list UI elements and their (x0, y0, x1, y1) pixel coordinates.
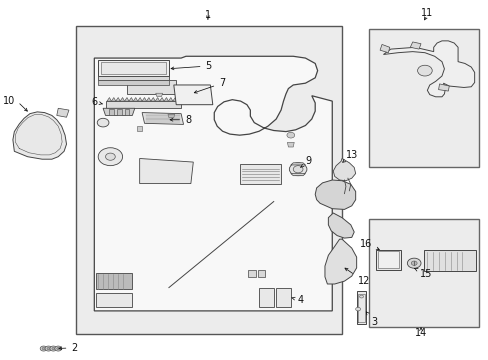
Circle shape (50, 346, 57, 351)
Polygon shape (168, 98, 172, 101)
Bar (368, 30, 478, 167)
Polygon shape (129, 98, 133, 101)
Polygon shape (111, 98, 116, 101)
Text: 16: 16 (359, 239, 379, 250)
Text: 14: 14 (414, 328, 426, 338)
Polygon shape (94, 56, 331, 311)
Polygon shape (328, 213, 353, 238)
Polygon shape (248, 270, 256, 277)
Polygon shape (259, 288, 273, 307)
Circle shape (286, 132, 294, 138)
Text: 10: 10 (2, 96, 15, 106)
Polygon shape (98, 80, 168, 85)
Circle shape (98, 148, 122, 166)
Polygon shape (172, 98, 177, 101)
Polygon shape (137, 126, 142, 131)
Polygon shape (96, 293, 132, 307)
Text: 9: 9 (300, 156, 311, 167)
Polygon shape (146, 98, 151, 101)
Polygon shape (377, 251, 398, 268)
Polygon shape (117, 109, 122, 115)
Polygon shape (239, 164, 281, 184)
Polygon shape (155, 98, 159, 101)
Circle shape (293, 166, 303, 173)
Polygon shape (57, 108, 69, 117)
Polygon shape (156, 93, 162, 96)
Text: 1: 1 (204, 10, 210, 20)
Polygon shape (332, 158, 355, 181)
Polygon shape (13, 112, 66, 159)
Polygon shape (290, 163, 305, 165)
Text: 3: 3 (366, 312, 377, 327)
Text: 4: 4 (291, 295, 303, 305)
Polygon shape (142, 98, 146, 101)
Polygon shape (138, 98, 142, 101)
Circle shape (359, 295, 363, 298)
Polygon shape (356, 291, 366, 324)
Polygon shape (101, 62, 166, 74)
Circle shape (52, 347, 55, 350)
Text: 15: 15 (414, 269, 431, 279)
Polygon shape (287, 142, 294, 147)
Polygon shape (124, 98, 129, 101)
Circle shape (47, 347, 50, 350)
Polygon shape (151, 98, 155, 101)
Circle shape (407, 258, 420, 268)
Polygon shape (167, 114, 174, 118)
Bar (368, 220, 478, 327)
Circle shape (97, 118, 109, 127)
Polygon shape (96, 273, 132, 289)
Circle shape (40, 346, 47, 351)
Polygon shape (98, 60, 168, 76)
Polygon shape (142, 113, 183, 125)
Circle shape (105, 153, 115, 160)
Text: 7: 7 (194, 78, 225, 93)
Polygon shape (315, 180, 355, 210)
Polygon shape (423, 250, 475, 271)
Text: 6: 6 (91, 97, 102, 107)
Polygon shape (438, 84, 448, 91)
Polygon shape (105, 101, 181, 108)
Bar (76, 26, 341, 334)
Polygon shape (140, 158, 193, 184)
Text: 5: 5 (171, 61, 211, 71)
Polygon shape (98, 76, 168, 80)
Circle shape (355, 307, 360, 311)
Text: 12: 12 (345, 268, 369, 286)
Polygon shape (120, 98, 124, 101)
Polygon shape (173, 85, 212, 105)
Circle shape (289, 163, 306, 176)
Polygon shape (375, 250, 400, 270)
Polygon shape (127, 80, 176, 94)
Polygon shape (103, 108, 135, 116)
Text: 2: 2 (59, 343, 78, 353)
Polygon shape (124, 109, 129, 115)
Circle shape (45, 346, 52, 351)
Polygon shape (257, 270, 265, 277)
Circle shape (417, 65, 431, 76)
Circle shape (55, 346, 61, 351)
Polygon shape (163, 98, 168, 101)
Polygon shape (409, 42, 420, 49)
Circle shape (410, 261, 416, 265)
Polygon shape (276, 288, 290, 307)
Polygon shape (379, 44, 389, 53)
Polygon shape (159, 98, 163, 101)
Polygon shape (133, 98, 138, 101)
Text: 13: 13 (342, 150, 357, 162)
Circle shape (42, 347, 45, 350)
Polygon shape (116, 98, 120, 101)
Text: 8: 8 (170, 115, 191, 125)
Polygon shape (383, 41, 474, 97)
Polygon shape (107, 98, 111, 101)
Circle shape (57, 347, 60, 350)
Polygon shape (290, 174, 305, 176)
Polygon shape (109, 109, 114, 115)
Polygon shape (325, 239, 356, 284)
Text: 11: 11 (420, 8, 432, 18)
